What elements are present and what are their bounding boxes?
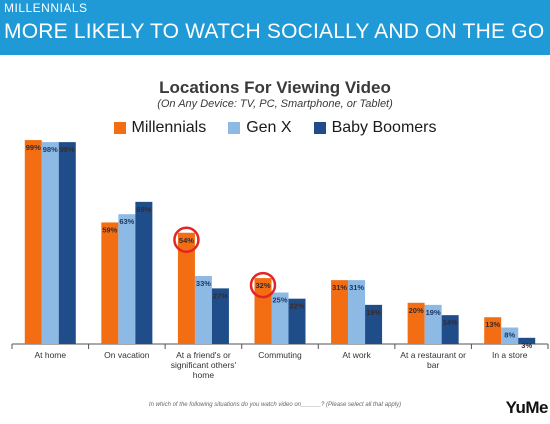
data-label-boomers: 3% (521, 341, 532, 350)
legend-item-genx: Gen X (228, 119, 292, 137)
chart-title: Locations For Viewing Video (159, 78, 391, 97)
bar-millennials (484, 317, 502, 344)
bar-genx (271, 292, 289, 344)
data-label-millennials: 32% (255, 281, 270, 290)
bar-genx (194, 276, 212, 344)
chart-legend: Millennials Gen X Baby Boomers (0, 119, 550, 137)
bar-boomers (518, 337, 536, 344)
legend-label-genx: Gen X (246, 119, 292, 136)
data-label-genx: 19% (426, 308, 441, 317)
data-label-boomers: 27% (213, 291, 228, 300)
category-label: In a store (492, 350, 528, 360)
bar-genx (118, 214, 136, 344)
category-label-line: significant others' (171, 360, 237, 370)
legend-swatch-genx (228, 122, 241, 134)
bar-boomers (58, 142, 76, 344)
data-label-boomers: 19% (366, 308, 381, 317)
data-label-boomers: 69% (136, 205, 151, 214)
data-label-boomers: 22% (289, 302, 304, 311)
category-label-line: At home (34, 350, 66, 360)
bar-genx (424, 304, 442, 344)
category-label-line: At work (342, 350, 371, 360)
data-label-boomers: 98% (60, 145, 75, 154)
yume-logo: YuMe (505, 398, 549, 417)
category-label-line: In a store (492, 350, 528, 360)
highlight-circle (173, 226, 200, 254)
category-label: At a restaurant or bar (400, 350, 466, 370)
category-label-line: At a friend's or (176, 350, 231, 360)
data-label-genx: 63% (119, 217, 134, 226)
data-label-millennials: 31% (332, 283, 347, 292)
data-label-millennials: 13% (485, 320, 500, 329)
survey-question-footnote: In which of the following situations do … (148, 402, 402, 408)
highlight-circle (249, 271, 277, 299)
bar-genx (41, 142, 59, 344)
category-label: Commuting (258, 350, 302, 360)
data-label-genx: 31% (349, 283, 364, 292)
category-label-line: bar (427, 360, 439, 370)
legend-swatch-boomers (313, 122, 326, 134)
legend-label-boomers: Baby Boomers (331, 119, 437, 136)
bar-millennials (331, 280, 349, 344)
bar-boomers (365, 304, 383, 344)
header-banner: MILLENNIALS MORE LIKELY TO WATCH SOCIALL… (0, 0, 550, 55)
bar-boomers (288, 298, 306, 344)
category-label: At work (342, 350, 371, 360)
bar-millennials (254, 278, 272, 344)
bar-boomers (441, 315, 459, 344)
data-label-millennials: 20% (409, 306, 424, 315)
data-label-millennials: 54% (179, 236, 194, 245)
legend-item-millennials: Millennials (113, 119, 207, 137)
bar-boomers (211, 288, 229, 344)
banner-title: MORE LIKELY TO WATCH SOCIALLY AND ON THE… (4, 20, 545, 43)
category-label-line: Commuting (258, 350, 302, 360)
legend-swatch-millennials (113, 122, 126, 134)
legend-item-boomers: Baby Boomers (313, 119, 437, 137)
category-label: On vacation (104, 350, 150, 360)
data-label-millennials: 59% (102, 225, 117, 234)
bar-genx (501, 327, 519, 344)
data-label-boomers: 14% (443, 318, 458, 327)
bar-boomers (135, 201, 153, 344)
category-label: At home (34, 350, 66, 360)
bar-millennials (177, 232, 195, 344)
legend-label-millennials: Millennials (131, 119, 207, 136)
data-label-genx: 25% (272, 296, 287, 305)
data-label-genx: 33% (196, 279, 211, 288)
data-label-genx: 98% (43, 145, 58, 154)
data-label-genx: 8% (504, 331, 515, 340)
chart-subtitle: (On Any Device: TV, PC, Smartphone, or T… (157, 98, 393, 110)
banner-eyebrow: MILLENNIALS (4, 1, 88, 15)
bar-millennials (24, 140, 42, 344)
category-label-line: On vacation (104, 350, 150, 360)
bar-millennials (407, 302, 425, 344)
bar-genx (348, 280, 366, 344)
category-label-line: home (193, 370, 215, 380)
category-label-line: At a restaurant or (400, 350, 466, 360)
bar-millennials (101, 222, 119, 344)
category-label: At a friend's or significant others' home (171, 350, 237, 380)
data-label-millennials: 99% (26, 143, 41, 152)
